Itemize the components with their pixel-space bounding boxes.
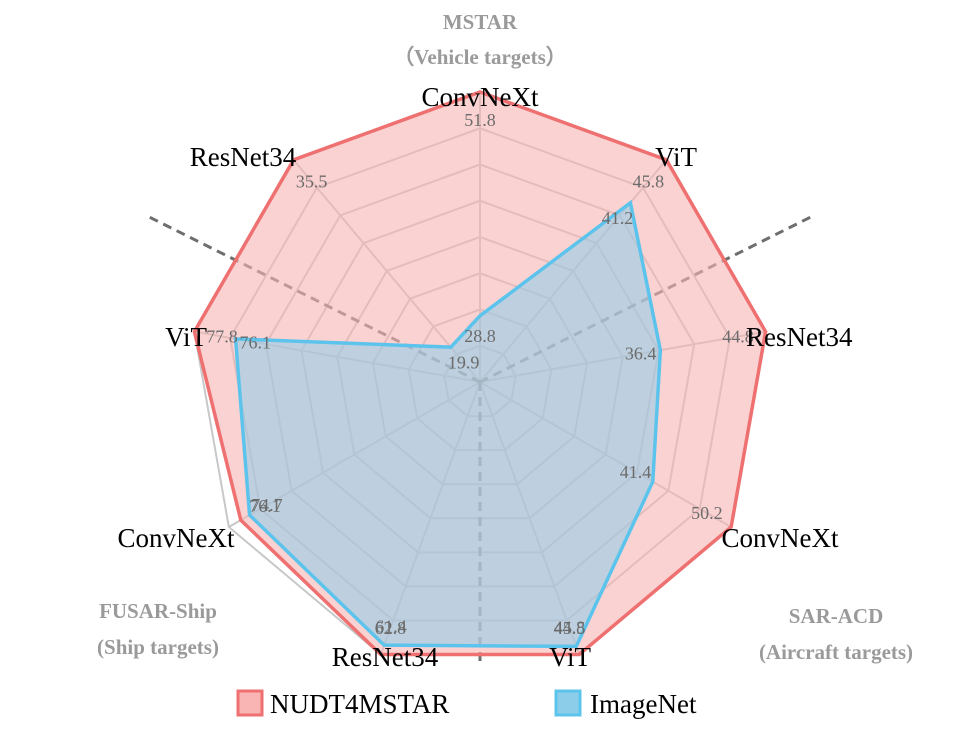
value-label-imagenet: 19.9 [448, 352, 480, 372]
axis-label-fusar-ship-vit: ViT [165, 322, 207, 352]
axis-labels: ConvNeXt ViT ResNet34 ConvNeXt ViT ResNe… [118, 82, 853, 672]
group-title-sar-acd: SAR-ACD [789, 604, 884, 628]
axis-label-mstar-resnet34: ResNet34 [190, 142, 297, 172]
axis-label-fusar-ship-resnet34: ResNet34 [332, 642, 439, 672]
value-label-imagenet: 76.1 [239, 332, 271, 352]
value-labels: 51.845.844.850.245.562.876.177.835.528.8… [206, 110, 754, 638]
value-label-nudt4mstar: 45.8 [633, 171, 665, 191]
value-label-nudt4mstar: 76.1 [249, 496, 281, 516]
value-label-nudt4mstar: 77.8 [206, 327, 238, 347]
group-subtitle-mstar: （Vehicle targets） [393, 45, 567, 69]
group-title-fusar-ship: FUSAR-Ship [99, 599, 217, 623]
value-label-imagenet: 28.8 [464, 326, 496, 346]
value-label-imagenet: 74.7 [251, 495, 283, 515]
axis-label-sar-acd-resnet34: ResNet34 [746, 322, 853, 352]
value-label-imagenet: 61.4 [375, 616, 407, 636]
axis-label-sar-acd-vit: ViT [549, 642, 591, 672]
axis-label-mstar-vit: ViT [655, 142, 697, 172]
group-title-mstar: MSTAR [443, 10, 518, 34]
legend-label-imagenet: ImageNet [590, 689, 697, 719]
value-label-nudt4mstar: 51.8 [464, 110, 496, 130]
legend: NUDT4MSTAR ImageNet [236, 689, 697, 719]
value-label-nudt4mstar: 45.5 [554, 618, 586, 638]
group-subtitle-sar-acd: (Aircraft targets) [759, 640, 913, 664]
series-polygon-imagenet [233, 199, 663, 649]
group-subtitle-fusar-ship: (Ship targets) [97, 635, 219, 659]
value-label-imagenet: 41.2 [602, 208, 634, 228]
value-label-nudt4mstar: 44.8 [722, 327, 754, 347]
axis-label-sar-acd-convnext: ConvNeXt [722, 523, 839, 553]
series-polygons [192, 90, 768, 657]
legend-swatch-nudt4mstar [236, 689, 264, 717]
value-label-nudt4mstar: 35.5 [296, 171, 328, 191]
legend-label-nudt4mstar: NUDT4MSTAR [270, 689, 449, 719]
value-label-imagenet: 44.8 [554, 618, 586, 638]
value-label-imagenet: 41.4 [620, 462, 652, 482]
axis-label-fusar-ship-convnext: ConvNeXt [118, 523, 235, 553]
legend-swatch-imagenet [554, 689, 582, 717]
axis-label-mstar-convnext: ConvNeXt [422, 82, 539, 112]
group-labels: MSTAR （Vehicle targets） SAR-ACD (Aircraf… [97, 10, 913, 664]
value-label-nudt4mstar: 62.8 [375, 618, 407, 638]
value-label-imagenet: 36.4 [625, 344, 657, 364]
value-label-nudt4mstar: 50.2 [691, 503, 723, 523]
